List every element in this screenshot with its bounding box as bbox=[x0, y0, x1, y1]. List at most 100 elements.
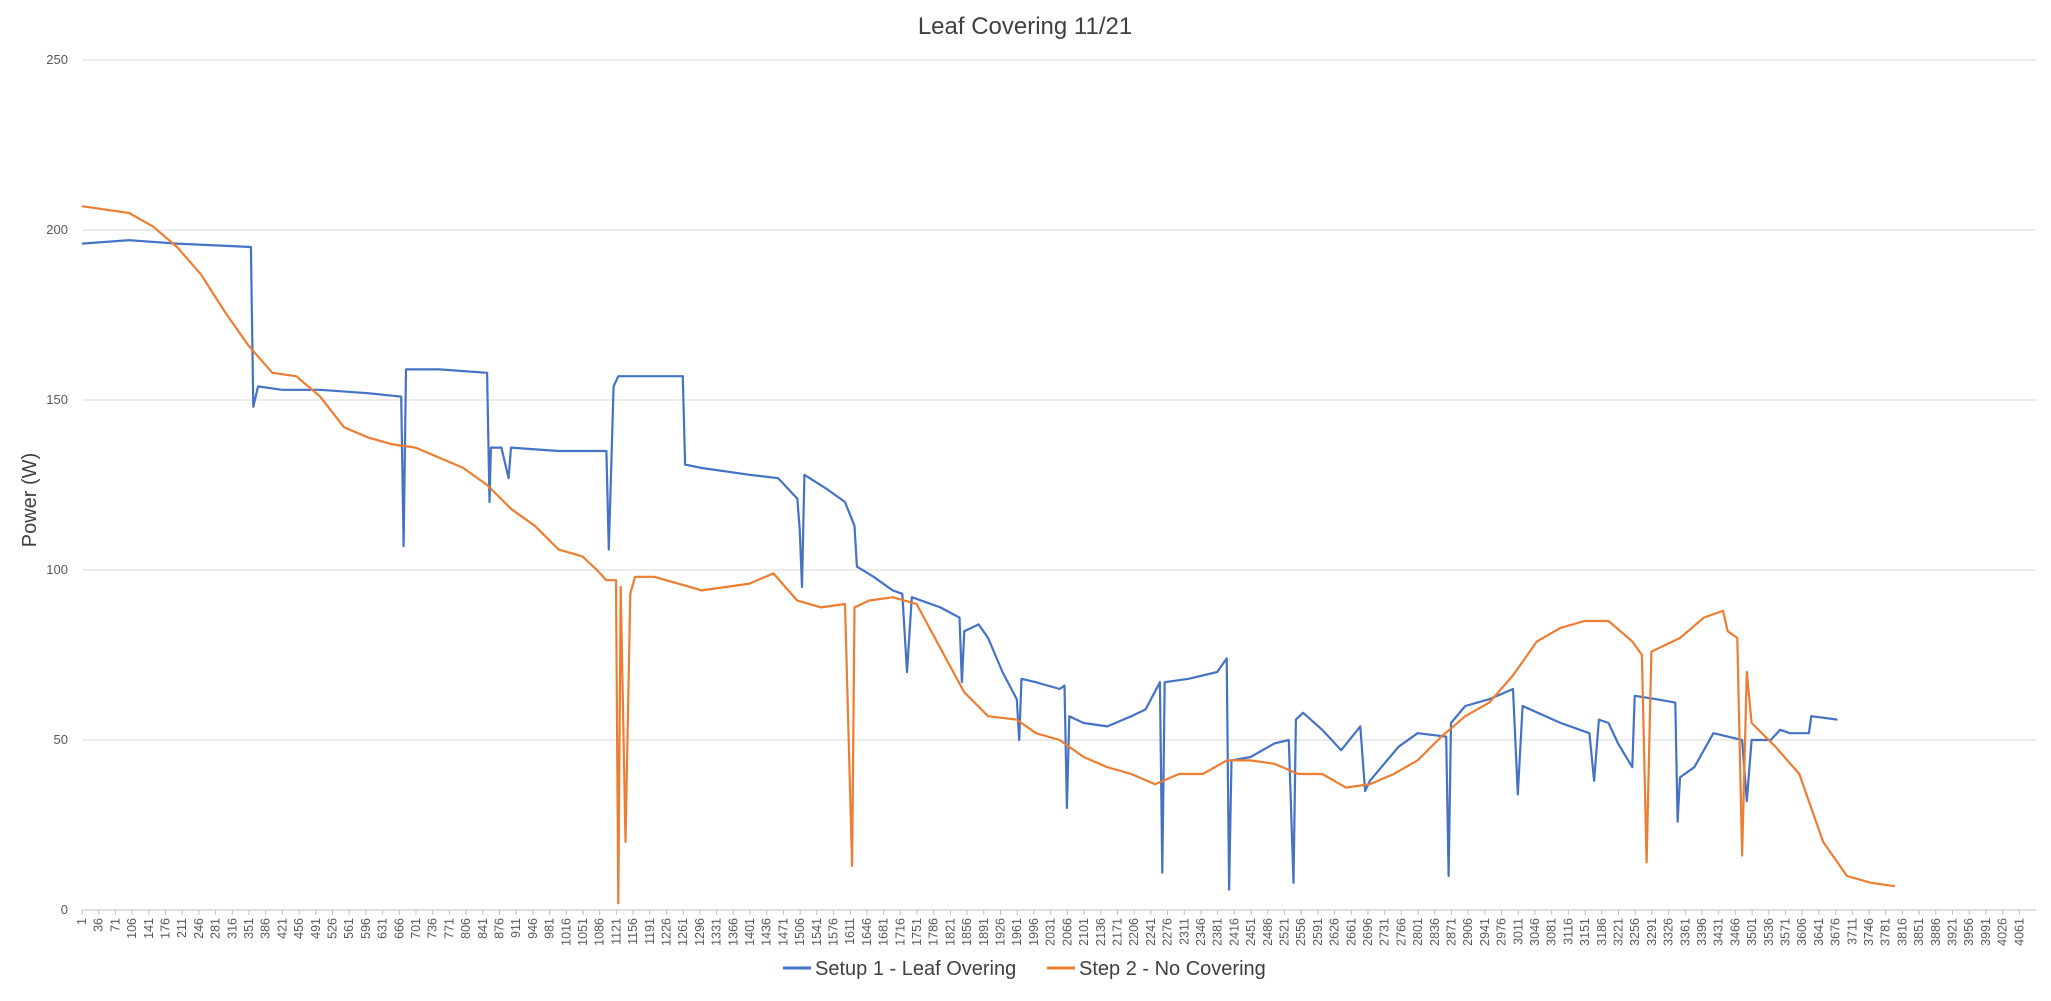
x-tick-label: 2626 bbox=[1328, 918, 1342, 946]
x-tick-label: 1611 bbox=[843, 918, 857, 945]
x-tick-label: 2766 bbox=[1394, 918, 1408, 946]
x-tick-label: 1261 bbox=[676, 918, 690, 946]
x-tick-label: 2416 bbox=[1227, 918, 1241, 946]
x-tick-label: 3711 bbox=[1845, 918, 1859, 945]
x-tick-label: 1016 bbox=[559, 918, 573, 946]
x-tick-label: 421 bbox=[275, 918, 289, 939]
y-tick-label: 50 bbox=[54, 732, 68, 747]
x-tick-label: 2171 bbox=[1110, 918, 1124, 946]
x-tick-label: 1996 bbox=[1027, 918, 1041, 946]
x-tick-label: 3291 bbox=[1645, 918, 1659, 946]
series-line-1 bbox=[81, 239, 1838, 891]
x-tick-label: 1 bbox=[75, 918, 89, 925]
x-tick-label: 1121 bbox=[609, 918, 623, 945]
gridlines bbox=[82, 59, 2036, 911]
x-tick-label: 1716 bbox=[893, 918, 907, 946]
legend: Setup 1 - Leaf Overing Step 2 - No Coveri… bbox=[783, 958, 1266, 980]
x-tick-label: 701 bbox=[409, 918, 423, 939]
x-tick-label: 1226 bbox=[660, 918, 674, 946]
x-tick-label: 3431 bbox=[1712, 918, 1726, 946]
x-tick-label: 351 bbox=[242, 918, 256, 939]
legend-label: Step 2 - No Covering bbox=[1079, 958, 1266, 980]
x-tick-label: 3676 bbox=[1829, 918, 1843, 946]
x-tick-label: 2241 bbox=[1144, 918, 1158, 946]
x-tick-label: 946 bbox=[526, 918, 540, 939]
x-tick-label: 141 bbox=[142, 918, 156, 939]
x-tick-label: 3921 bbox=[1945, 918, 1959, 946]
x-tick-label: 1926 bbox=[994, 918, 1008, 946]
x-tick-label: 1541 bbox=[810, 918, 824, 946]
x-tick-label: 1786 bbox=[927, 918, 941, 946]
x-tick-label: 3501 bbox=[1745, 918, 1759, 946]
x-tick-label: 2381 bbox=[1211, 918, 1225, 946]
x-tick-label: 2521 bbox=[1277, 918, 1291, 946]
x-tick-label: 2206 bbox=[1127, 918, 1141, 946]
x-tick-label: 3641 bbox=[1812, 918, 1826, 946]
x-tick-label: 3116 bbox=[1561, 918, 1575, 945]
x-tick-label: 71 bbox=[108, 918, 122, 932]
x-tick-label: 3956 bbox=[1962, 918, 1976, 946]
x-tick-label: 2486 bbox=[1261, 918, 1275, 946]
legend-label: Setup 1 - Leaf Overing bbox=[815, 958, 1016, 980]
x-tick-label: 1856 bbox=[960, 918, 974, 946]
x-tick-label: 3081 bbox=[1545, 918, 1559, 946]
x-tick-label: 106 bbox=[125, 918, 139, 939]
x-tick-label: 3151 bbox=[1578, 918, 1592, 946]
x-tick-label: 3221 bbox=[1611, 918, 1625, 946]
x-tick-label: 1821 bbox=[943, 918, 957, 946]
x-tick-label: 1681 bbox=[877, 918, 891, 946]
x-tick-label: 911 bbox=[509, 918, 523, 938]
x-tick-label: 1576 bbox=[827, 918, 841, 946]
x-tick-label: 876 bbox=[493, 918, 507, 939]
y-tick-label: 0 bbox=[61, 902, 68, 917]
x-tick-label: 2661 bbox=[1344, 918, 1358, 946]
x-tick-label: 666 bbox=[392, 918, 406, 939]
x-tick-label: 2136 bbox=[1094, 918, 1108, 946]
x-tick-label: 526 bbox=[326, 918, 340, 939]
x-tick-label: 1366 bbox=[726, 918, 740, 946]
x-tick-label: 1331 bbox=[710, 918, 724, 946]
x-tick-label: 2066 bbox=[1060, 918, 1074, 946]
x-tick-label: 1156 bbox=[626, 918, 640, 945]
x-tick-label: 2976 bbox=[1495, 918, 1509, 946]
x-tick-label: 3466 bbox=[1728, 918, 1742, 946]
x-tick-label: 596 bbox=[359, 918, 373, 939]
x-tick-label: 36 bbox=[92, 918, 106, 932]
x-tick-label: 316 bbox=[225, 918, 239, 939]
x-tick-label: 3396 bbox=[1695, 918, 1709, 946]
x-tick-label: 981 bbox=[543, 918, 557, 939]
x-tick-label: 491 bbox=[309, 918, 323, 939]
x-tick-label: 2801 bbox=[1411, 918, 1425, 946]
y-tick-label: 150 bbox=[46, 392, 68, 407]
x-tick-label: 1051 bbox=[576, 918, 590, 946]
x-tick-label: 386 bbox=[259, 918, 273, 939]
x-tick-label: 3536 bbox=[1762, 918, 1776, 946]
x-tick-label: 736 bbox=[426, 918, 440, 939]
y-tick-label: 250 bbox=[46, 52, 68, 67]
x-tick-label: 1086 bbox=[593, 918, 607, 946]
x-tick-label: 561 bbox=[342, 918, 356, 939]
x-tick-label: 3571 bbox=[1778, 918, 1792, 946]
x-tick-label: 2731 bbox=[1378, 918, 1392, 946]
x-tick-label: 2591 bbox=[1311, 918, 1325, 946]
x-tick-label: 3991 bbox=[1979, 918, 1993, 946]
x-tick-label: 2871 bbox=[1444, 918, 1458, 946]
y-tick-label: 100 bbox=[46, 562, 68, 577]
x-tick-label: 281 bbox=[209, 918, 223, 939]
x-tick-label: 1751 bbox=[910, 918, 924, 946]
x-tick-label: 3886 bbox=[1929, 918, 1943, 946]
x-tick-label: 4061 bbox=[2012, 918, 2026, 946]
x-tick-label: 806 bbox=[459, 918, 473, 939]
x-tick-label: 2451 bbox=[1244, 918, 1258, 946]
x-tick-label: 246 bbox=[192, 918, 206, 939]
x-tick-labels: 1 36 71 106 141 176 211 246 281 316 351 386 421 456 49… bbox=[75, 910, 2026, 946]
x-tick-label: 1296 bbox=[693, 918, 707, 946]
x-tick-label: 2696 bbox=[1361, 918, 1375, 946]
x-tick-label: 3606 bbox=[1795, 918, 1809, 946]
x-tick-label: 1401 bbox=[743, 918, 757, 946]
x-tick-label: 841 bbox=[476, 918, 490, 939]
chart-title: Leaf Covering 11/21 bbox=[918, 13, 1132, 40]
x-tick-label: 176 bbox=[159, 918, 173, 939]
x-tick-label: 3011 bbox=[1511, 918, 1525, 945]
x-tick-label: 631 bbox=[376, 918, 390, 939]
